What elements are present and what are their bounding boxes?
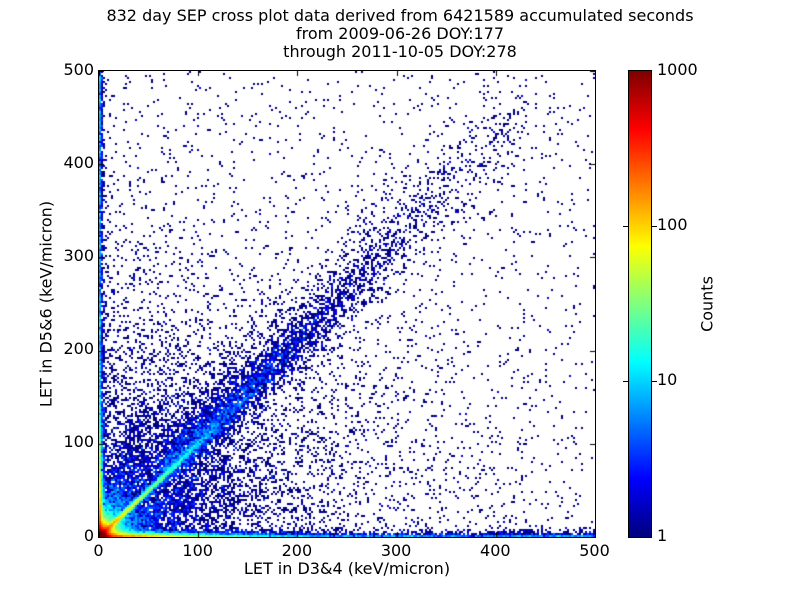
x-tick-label: 400 bbox=[480, 541, 511, 560]
x-tick-label: 100 bbox=[182, 541, 213, 560]
title-line-2: from 2009-06-26 DOY:177 bbox=[295, 24, 504, 43]
chart-title: 832 day SEP cross plot data derived from… bbox=[0, 7, 800, 61]
colorbar-tick-mark bbox=[652, 226, 657, 227]
x-axis-label: LET in D3&4 (keV/micron) bbox=[243, 559, 451, 578]
x-tick-label: 0 bbox=[93, 541, 104, 560]
title-line-1: 832 day SEP cross plot data derived from… bbox=[106, 6, 694, 25]
y-tick-label: 400 bbox=[63, 152, 94, 172]
x-tick-label: 300 bbox=[380, 541, 412, 560]
y-tick-label: 500 bbox=[63, 59, 94, 79]
colorbar-tick-label: 1 bbox=[657, 525, 668, 545]
y-tick-label: 0 bbox=[83, 525, 94, 545]
y-tick-label: 100 bbox=[63, 432, 94, 452]
colorbar-tick-mark bbox=[623, 226, 628, 227]
colorbar-canvas bbox=[628, 70, 652, 538]
colorbar-tick-mark bbox=[623, 381, 628, 382]
colorbar-tick-label: 100 bbox=[657, 214, 688, 234]
y-tick-label: 200 bbox=[63, 339, 94, 359]
colorbar-label: Counts bbox=[697, 276, 717, 332]
x-tick-label: 200 bbox=[281, 541, 313, 560]
colorbar-tick-mark bbox=[652, 381, 657, 382]
scatter-plot-canvas bbox=[98, 70, 596, 538]
y-axis-label: LET in D5&6 (keV/micron) bbox=[36, 200, 56, 408]
y-tick-label: 300 bbox=[63, 245, 94, 265]
colorbar-tick-label: 10 bbox=[657, 370, 678, 390]
colorbar-tick-label: 1000 bbox=[657, 59, 698, 79]
title-line-3: through 2011-10-05 DOY:278 bbox=[283, 42, 517, 61]
x-tick-label: 500 bbox=[579, 541, 610, 560]
